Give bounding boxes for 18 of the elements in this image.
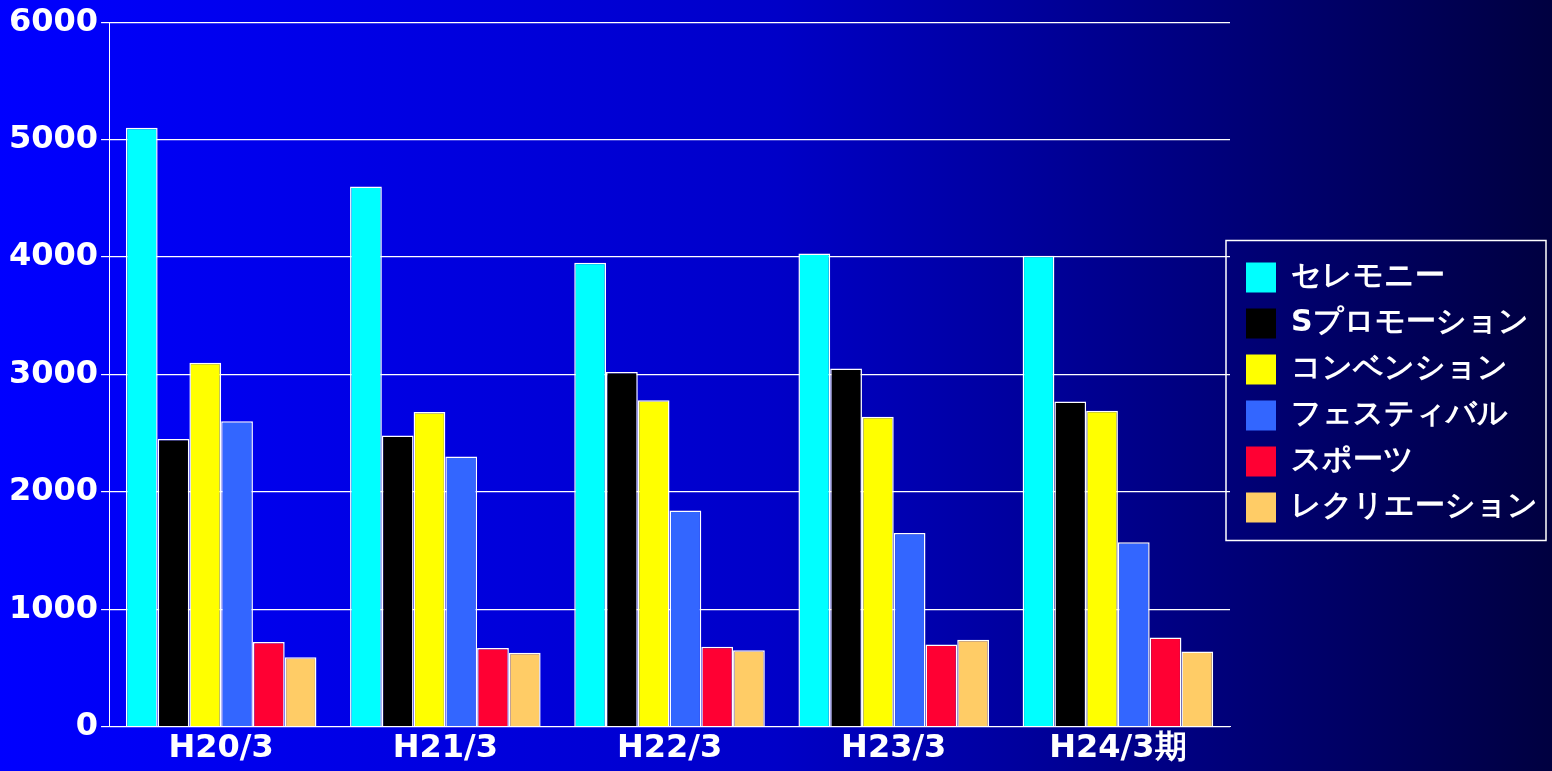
x-tick-label: H21/3 (392, 727, 498, 766)
y-tick-label: 3000 (9, 352, 99, 391)
x-tick-label: H22/3 (616, 727, 723, 766)
y-tick-label: 5000 (9, 117, 99, 156)
y-tick-label: 2000 (9, 470, 99, 509)
x-tick-label: H20/3 (168, 727, 274, 766)
y-tick-label: 0 (75, 704, 99, 743)
legend-label: レクリエーション (1291, 487, 1538, 523)
y-tick-label: 4000 (9, 235, 99, 274)
legend-label: フェスティバル (1291, 395, 1508, 431)
legend-label: スポーツ (1291, 441, 1414, 477)
legend-label: コンベンション (1291, 349, 1508, 385)
x-tick-label: H24/3期 (1049, 727, 1187, 766)
y-tick-label: 1000 (9, 587, 99, 626)
legend-label: セレモニー (1291, 257, 1445, 293)
y-tick-label: 6000 (9, 0, 99, 39)
legend-label: Sプロモーション (1291, 303, 1529, 339)
x-tick-label: H23/3 (841, 727, 947, 766)
